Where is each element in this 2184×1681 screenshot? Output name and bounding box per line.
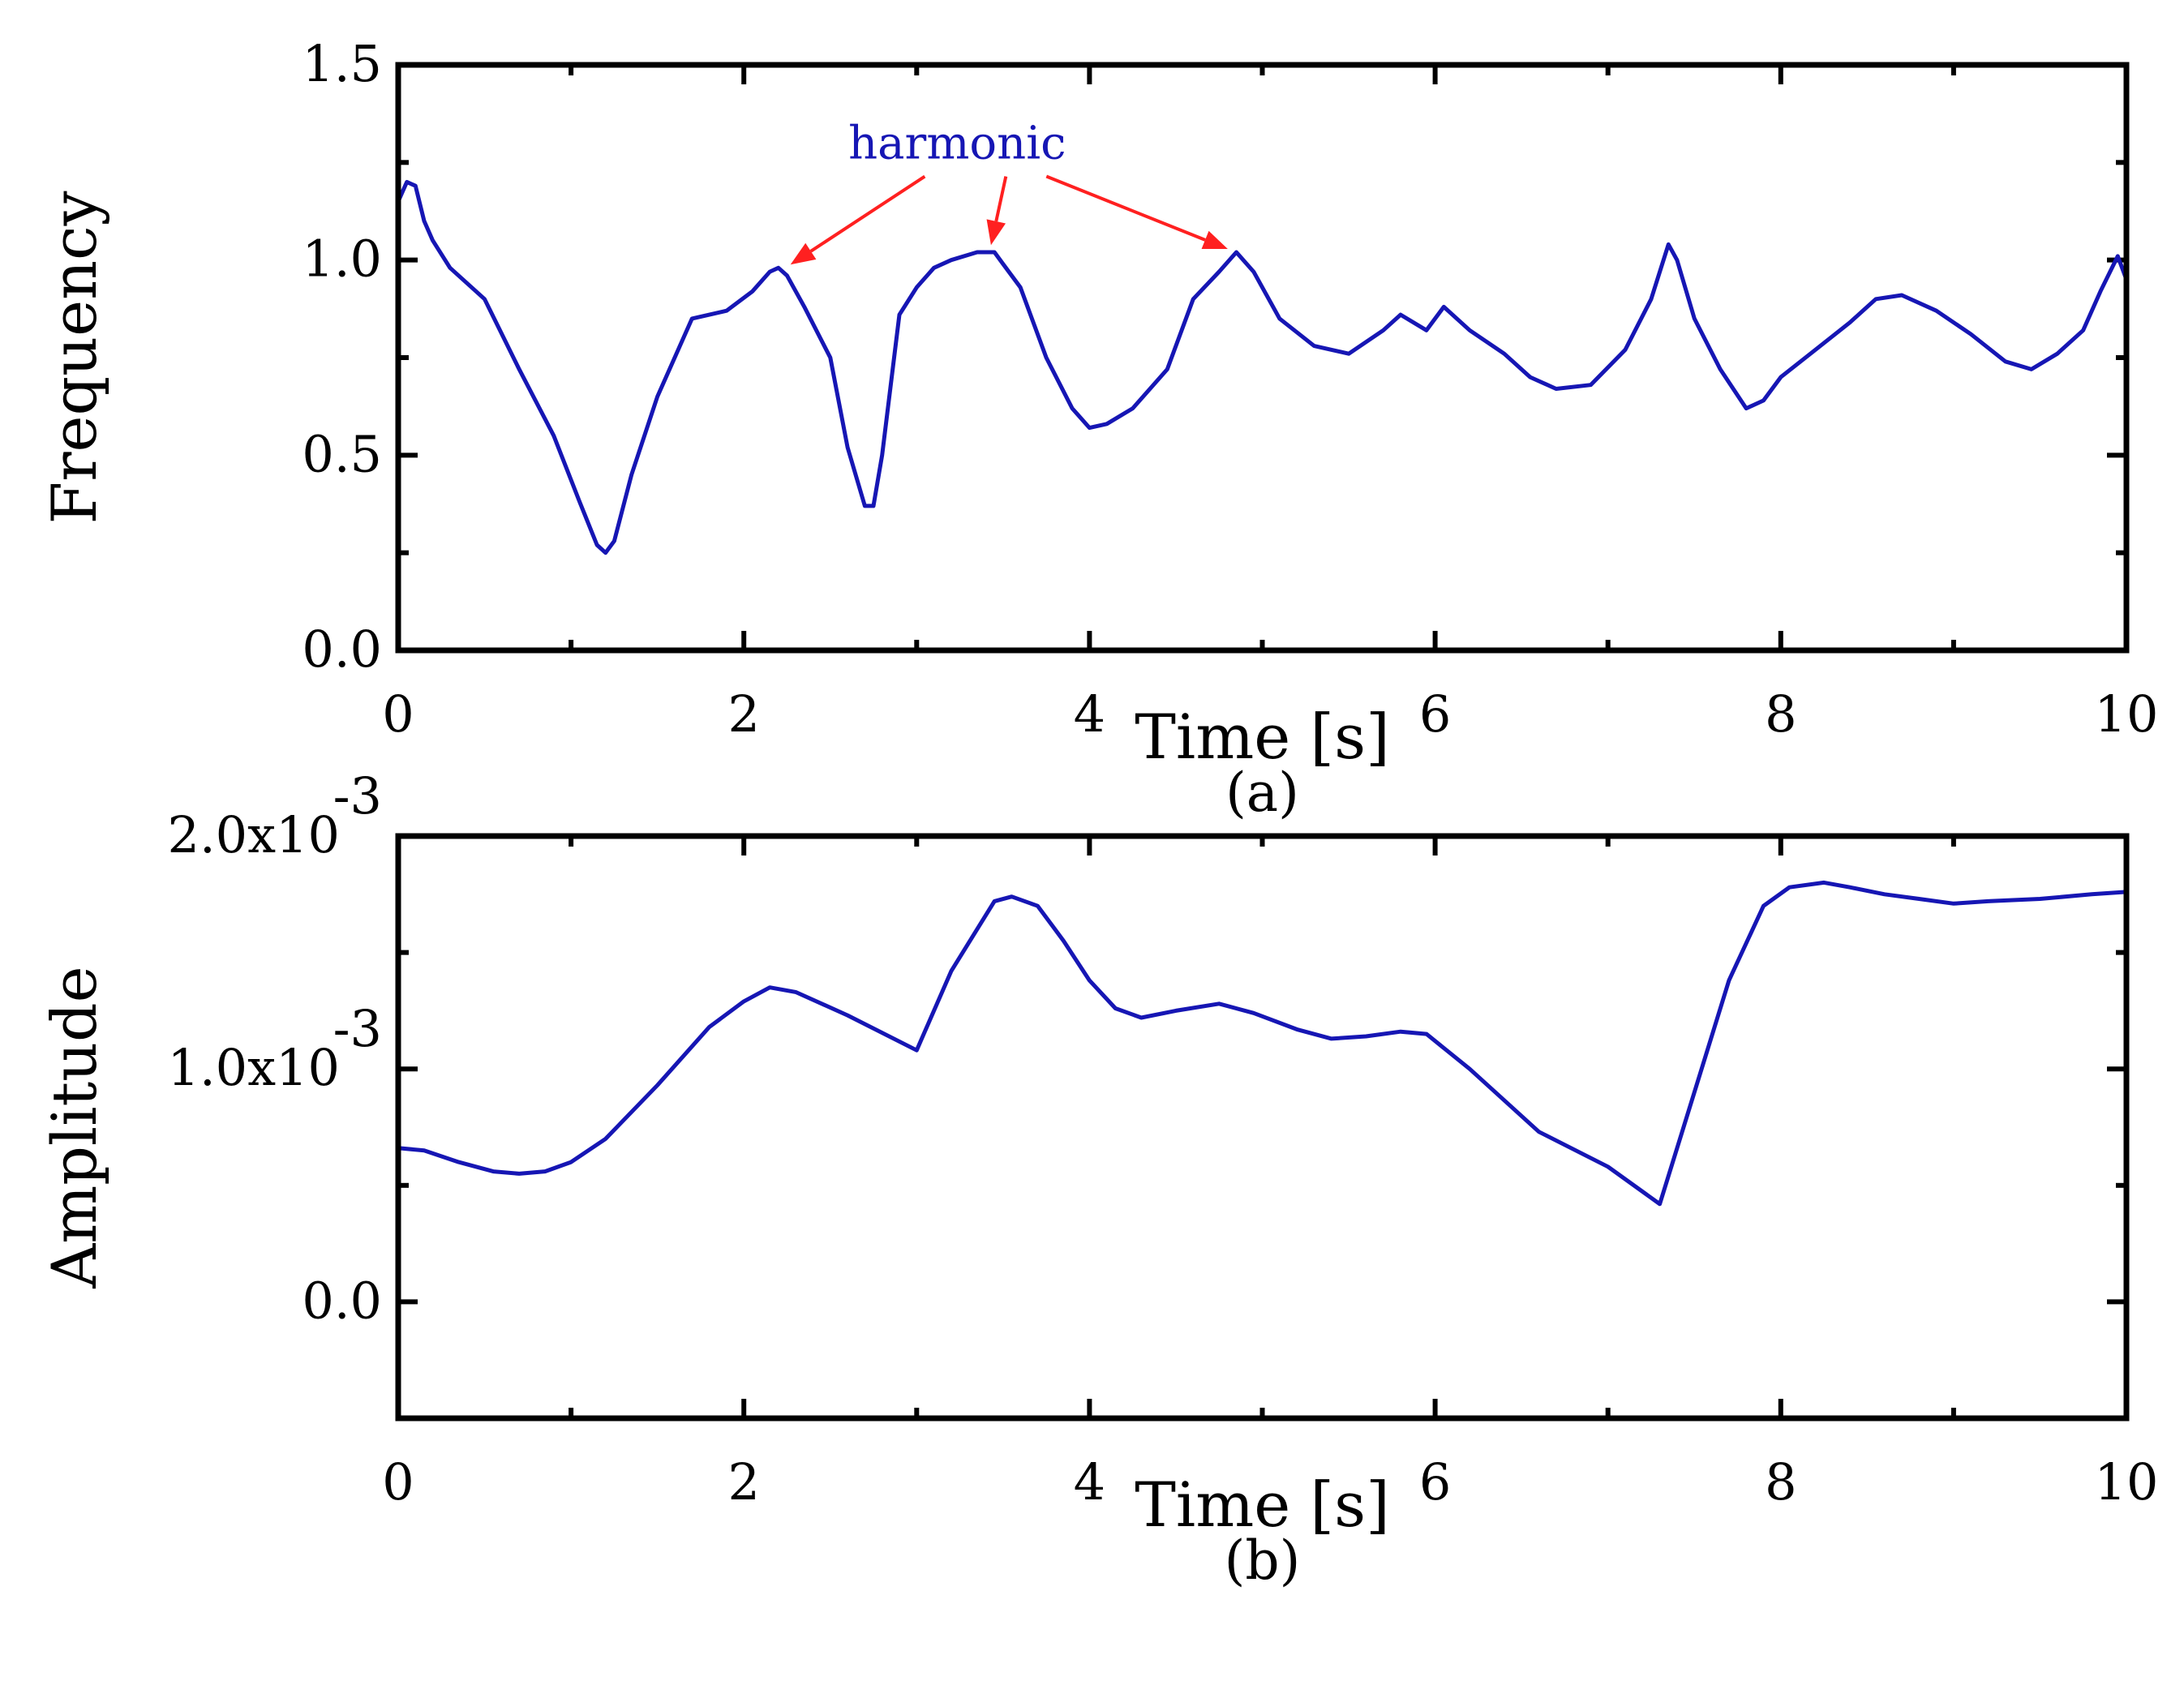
b-series-line-0 (396, 880, 2129, 1207)
a-series-line-0 (396, 179, 2129, 555)
annotation-arrow (1045, 174, 1206, 242)
annotation-arrow (994, 176, 1008, 222)
panel-a-plot-frame (395, 62, 2130, 654)
a-y-tick-label: 1.5 (302, 34, 382, 93)
a-x-tick-label: 2 (727, 684, 759, 744)
b-x-tick-label: 8 (1765, 1452, 1796, 1512)
a-x-tick-label: 10 (2095, 684, 2159, 744)
annotation-arrow (809, 174, 926, 253)
b-x-tick-label: 2 (727, 1452, 759, 1512)
b-x-tick-label: 10 (2095, 1452, 2159, 1512)
a-panel-label: (a) (1225, 761, 1299, 824)
a-y-axis-title: Frequency (38, 191, 110, 524)
b-y-tick-exponent: -3 (333, 766, 382, 825)
a-x-tick-label: 0 (382, 684, 414, 744)
b-x-axis-title: Time [s] (1135, 1469, 1390, 1541)
a-x-tick-label: 8 (1765, 684, 1796, 744)
b-y-axis-title: Amplitude (38, 966, 110, 1289)
b-x-tick-label: 0 (382, 1452, 414, 1512)
annotation-arrowhead (1201, 230, 1228, 250)
b-x-tick-label: 6 (1419, 1452, 1451, 1512)
a-x-axis-title: Time [s] (1135, 701, 1390, 773)
a-y-tick-label: 0.0 (302, 620, 382, 679)
b-panel-label: (b) (1225, 1529, 1301, 1592)
a-x-tick-label: 4 (1074, 684, 1105, 744)
b-y-tick-label: 1.0x10 (168, 1038, 340, 1097)
b-y-tick-label: 0.0 (302, 1271, 382, 1330)
b-y-tick-exponent: -3 (333, 999, 382, 1058)
a-y-tick-label: 1.0 (302, 229, 382, 289)
a-y-tick-label: 0.5 (302, 424, 382, 483)
b-x-tick-label: 4 (1074, 1452, 1105, 1512)
annotation-harmonic-label: harmonic (848, 118, 1066, 170)
annotation-arrowhead (986, 219, 1006, 246)
panel-b-plot-frame (395, 833, 2130, 1422)
b-y-tick-label: 2.0x10 (168, 805, 340, 864)
a-x-tick-label: 6 (1419, 684, 1451, 744)
annotation-arrowhead (790, 242, 817, 265)
